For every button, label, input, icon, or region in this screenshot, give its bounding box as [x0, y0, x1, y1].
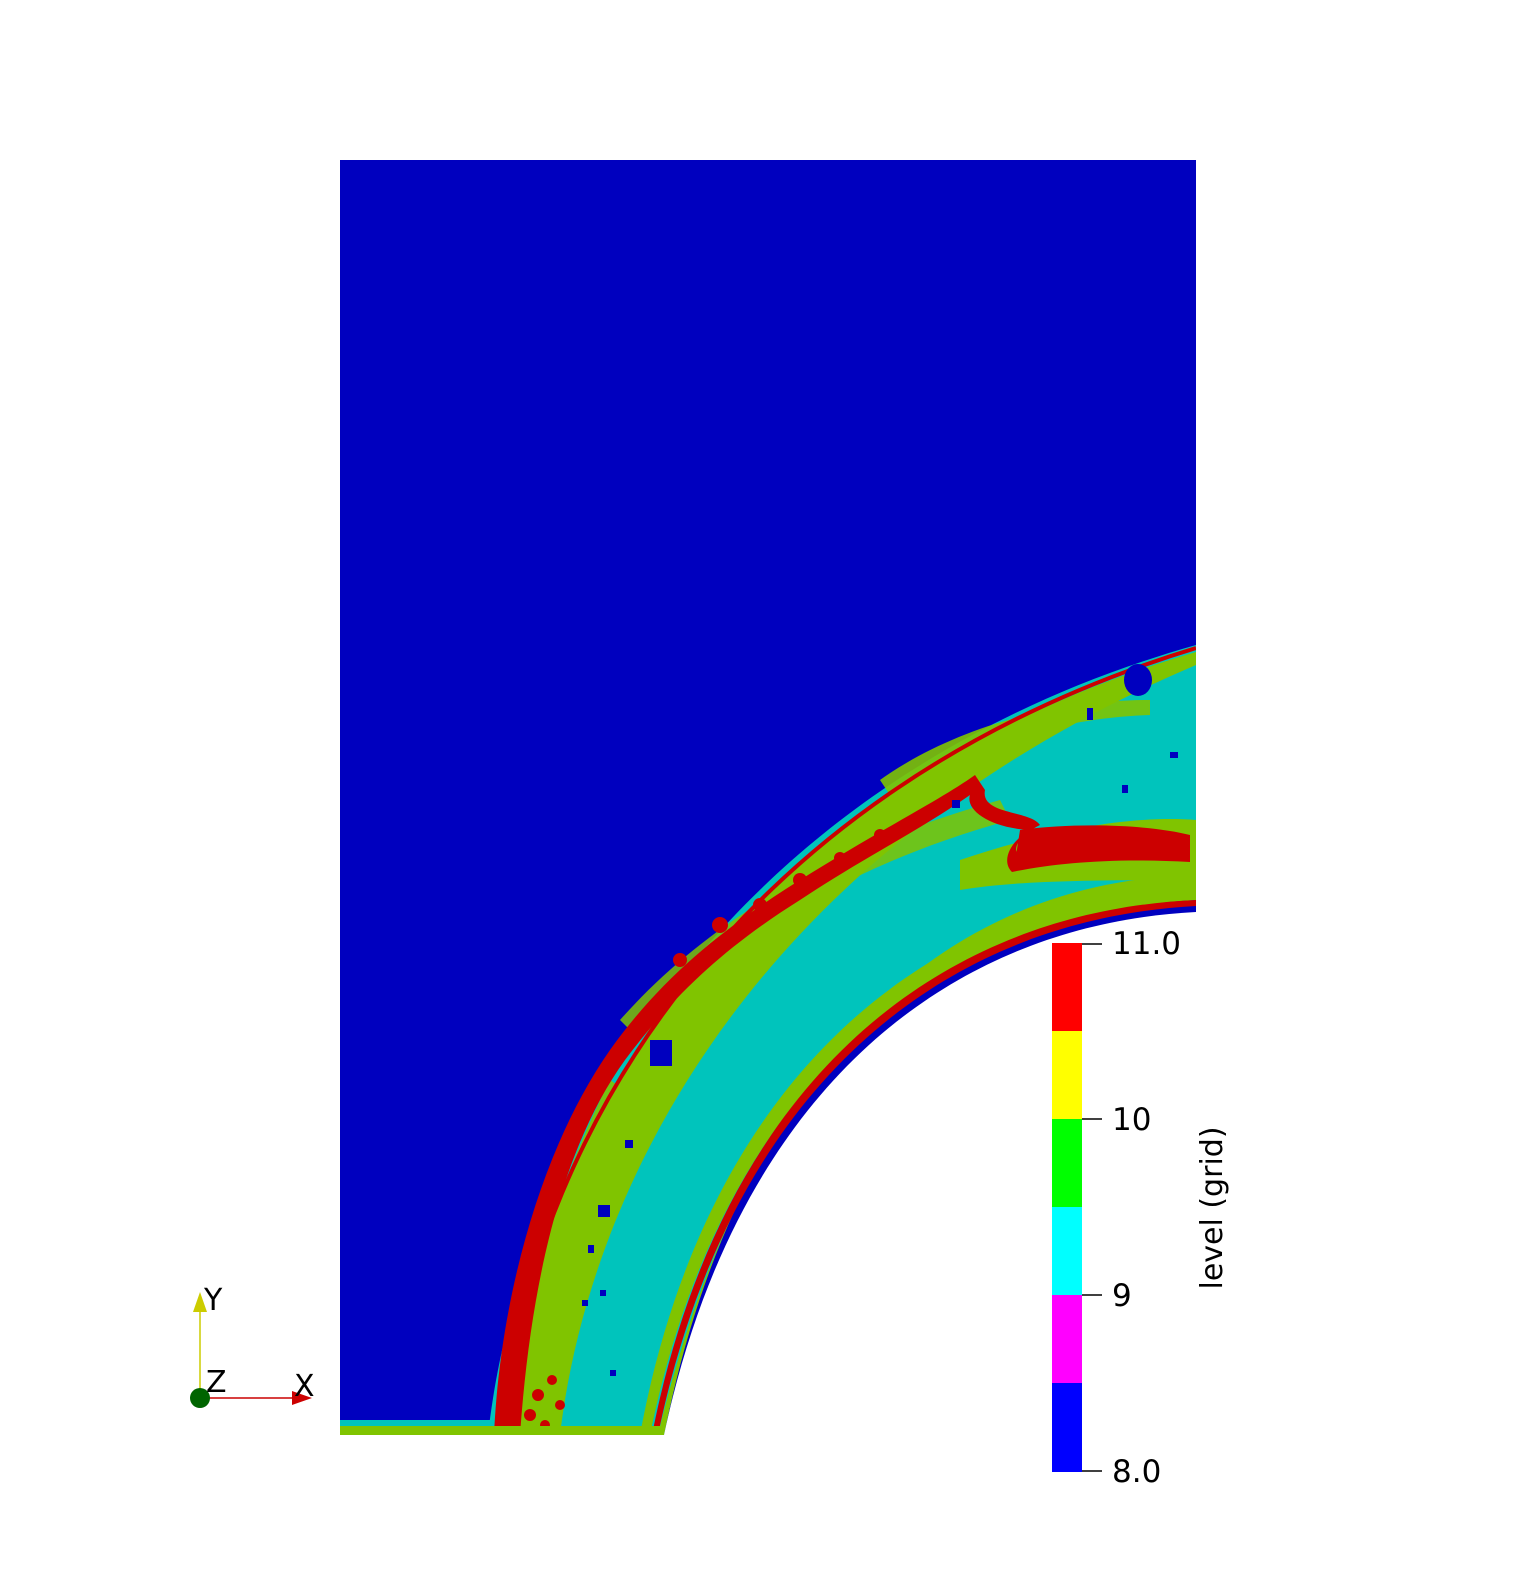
orientation-axes[interactable]: Y Z X [190, 1283, 315, 1408]
legend-band-10-5 [1052, 943, 1082, 1031]
legend-band-8-5 [1052, 1295, 1082, 1383]
blue-patches [582, 664, 1178, 1376]
color-legend-bar [1052, 943, 1082, 1472]
legend-band-8 [1052, 1383, 1082, 1472]
color-legend: 11.0 10 9 8.0 level (grid) [1052, 926, 1230, 1490]
y-axis-arrowhead [193, 1292, 207, 1312]
legend-title: level (grid) [1195, 1126, 1230, 1289]
red-band-tail [1015, 825, 1190, 862]
legend-band-9-5 [1052, 1119, 1082, 1207]
bottom-strip-olive [340, 1426, 660, 1435]
red-blobs [524, 829, 886, 1430]
x-axis-arrowhead [292, 1391, 312, 1405]
legend-tick-mid-high: 10 [1112, 1102, 1151, 1138]
legend-band-9 [1052, 1207, 1082, 1295]
right-margin [1196, 640, 1206, 1440]
bottom-strip-cyan [340, 1420, 490, 1426]
legend-tick-mid-low: 9 [1112, 1278, 1132, 1314]
legend-tick-max: 11.0 [1112, 926, 1181, 962]
x-axis-label: X [294, 1369, 315, 1404]
z-axis-label: Z [206, 1365, 227, 1400]
inner-boundary-olive [640, 884, 1196, 1435]
simulation-field [340, 160, 1206, 1440]
y-axis-label: Y [203, 1283, 223, 1318]
legend-band-10 [1052, 1031, 1082, 1119]
shell-olive-left [500, 1080, 625, 1435]
legend-tick-min: 8.0 [1112, 1454, 1161, 1490]
legend-ticks [1082, 943, 1102, 1472]
z-axis-dot [190, 1388, 210, 1408]
